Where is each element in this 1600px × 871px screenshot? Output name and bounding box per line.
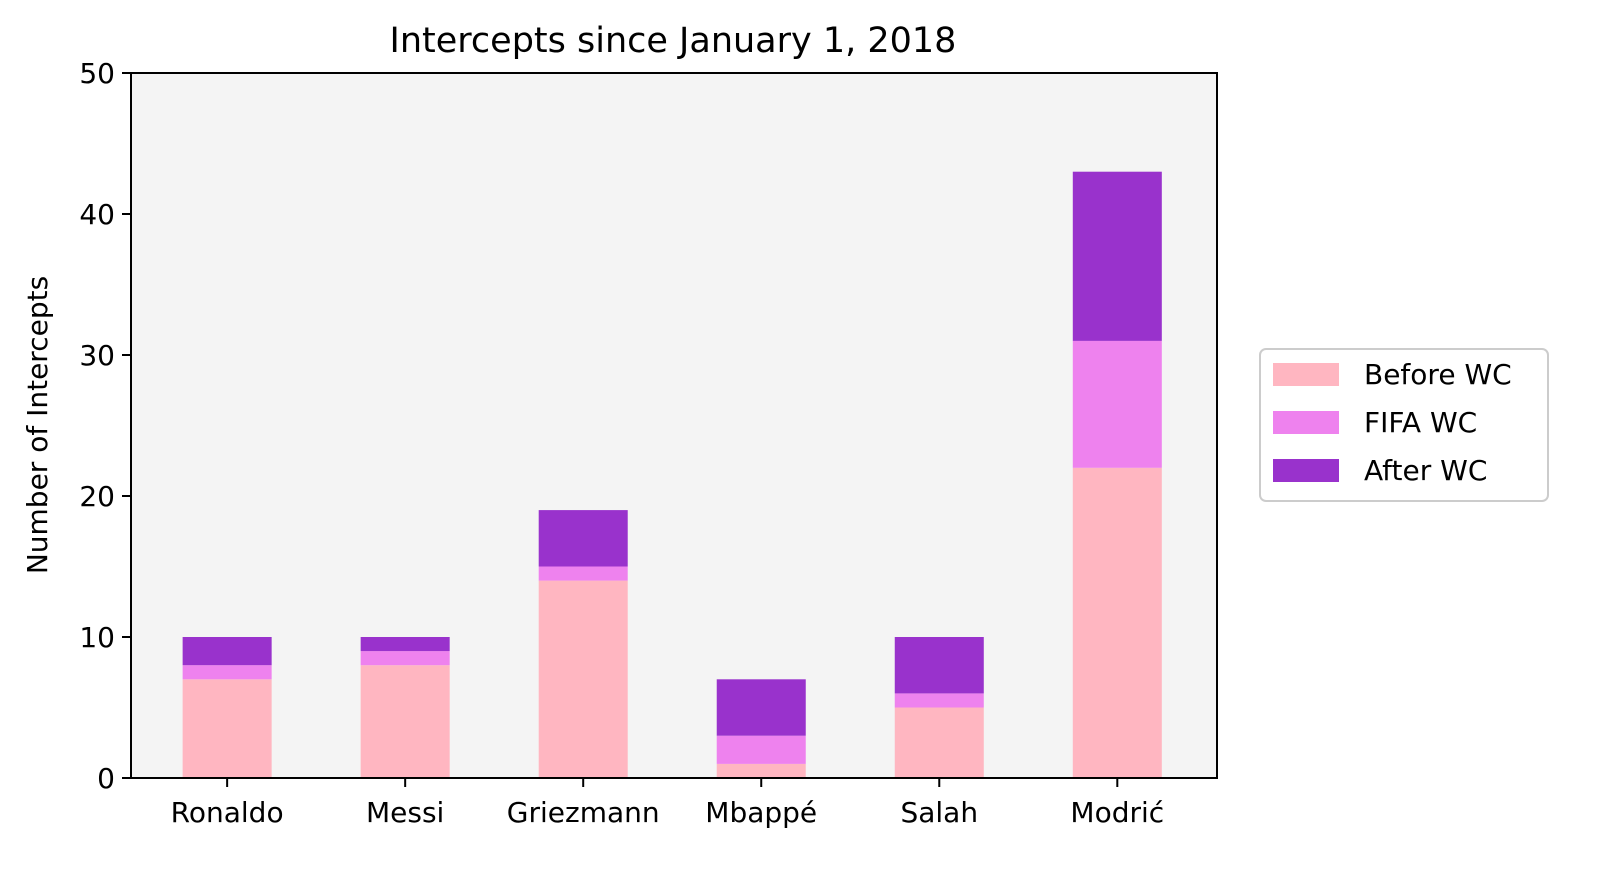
x-tick-label: Griezmann — [507, 796, 660, 829]
legend-swatch-series-2 — [1273, 459, 1339, 482]
bar-griezmann-series-0 — [538, 580, 628, 778]
x-tick-label: Salah — [900, 796, 978, 829]
bar-griezmann-series-1 — [538, 566, 628, 581]
x-tick-label: Ronaldo — [171, 796, 284, 829]
bar-modri-series-1 — [1072, 340, 1162, 468]
bar-ronaldo-series-1 — [182, 665, 272, 680]
y-axis-label: Number of Intercepts — [21, 276, 54, 574]
x-tick-label: Modrić — [1070, 796, 1164, 829]
y-tick-label: 40 — [79, 198, 115, 231]
bar-salah-series-2 — [894, 637, 984, 694]
bar-ronaldo-series-2 — [182, 637, 272, 666]
plot-frame — [130, 72, 1218, 779]
y-tick-label: 30 — [79, 339, 115, 372]
bar-salah-series-1 — [894, 693, 984, 708]
bar-mbapp-series-2 — [716, 679, 806, 736]
bar-modri-series-0 — [1072, 467, 1162, 778]
legend-swatch-series-1 — [1273, 411, 1339, 434]
y-tick-label: 50 — [79, 57, 115, 90]
chart-title: Intercepts since January 1, 2018 — [390, 21, 957, 61]
legend-swatch-series-0 — [1273, 363, 1339, 386]
bar-messi-series-0 — [360, 665, 450, 778]
bar-modri-series-2 — [1072, 171, 1162, 341]
bars-group — [182, 171, 1162, 778]
bar-griezmann-series-2 — [538, 510, 628, 567]
legend-label-series-0: Before WC — [1364, 358, 1512, 391]
x-tick-label: Messi — [366, 796, 444, 829]
legend: Before WC FIFA WC After WC — [1259, 348, 1549, 502]
bar-salah-series-0 — [894, 707, 984, 778]
bar-messi-series-2 — [360, 637, 450, 652]
y-tick-label: 20 — [79, 480, 115, 513]
bar-mbapp-series-0 — [716, 763, 806, 778]
bar-ronaldo-series-0 — [182, 679, 272, 778]
y-axis: 0 10 20 30 40 50 — [79, 57, 131, 795]
bar-mbapp-series-1 — [716, 735, 806, 764]
x-axis: Ronaldo Messi Griezmann Mbappé Salah Modrić — [171, 778, 1164, 829]
y-tick-label: 0 — [97, 762, 115, 795]
plot-area — [131, 73, 1217, 778]
bar-messi-series-1 — [360, 651, 450, 666]
legend-label-series-2: After WC — [1364, 454, 1487, 487]
legend-label-series-1: FIFA WC — [1364, 406, 1477, 439]
x-tick-label: Mbappé — [705, 796, 817, 829]
y-tick-label: 10 — [79, 621, 115, 654]
